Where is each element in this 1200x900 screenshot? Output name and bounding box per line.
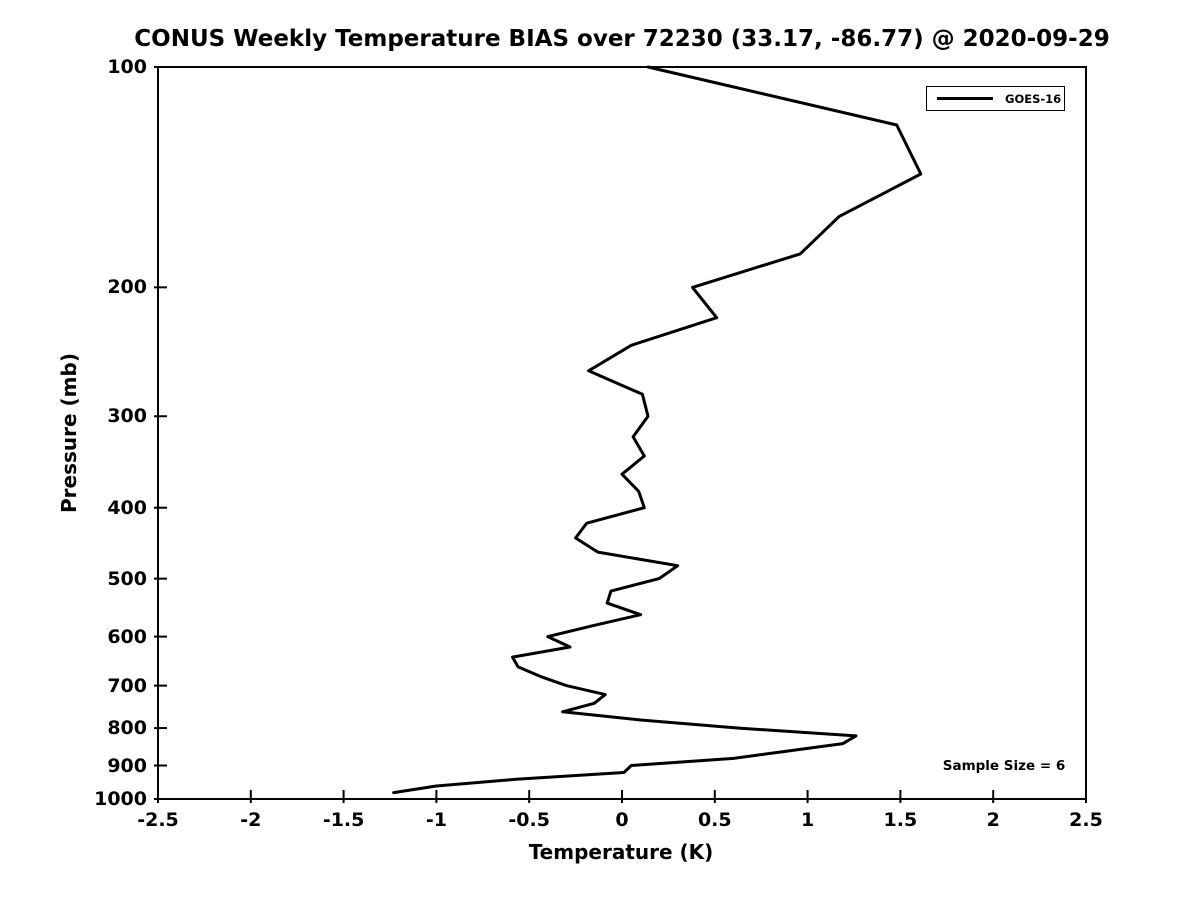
y-tick-label: 1000: [94, 788, 147, 810]
y-tick-label: 500: [107, 567, 147, 590]
sample-size-annotation: Sample Size = 6: [942, 758, 1066, 774]
x-tick-label: 2: [986, 809, 1000, 831]
goes16-bias-line: [392, 65, 923, 795]
y-tick-label: 300: [107, 405, 147, 428]
goes16-line-swatch: [937, 97, 993, 100]
chart-title: CONUS Weekly Temperature BIAS over 72230…: [134, 26, 1110, 52]
x-tick-label: -1: [425, 809, 447, 831]
axes-box: [157, 66, 1087, 800]
y-tick-label: 400: [107, 496, 147, 519]
y-tick-label: 200: [107, 276, 147, 299]
x-tick-label: -2.5: [137, 809, 179, 831]
x-tick-label: 1.5: [883, 809, 918, 831]
x-tick-label: 1: [800, 809, 815, 831]
y-tick-label: 700: [107, 674, 147, 697]
axis-ticks: [154, 66, 1087, 803]
legend-label-goes16: GOES-16: [1005, 91, 1062, 106]
y-tick-label: 100: [107, 56, 147, 78]
y-tick-label: 900: [107, 754, 147, 777]
y-tick-label: 600: [107, 625, 147, 648]
y-tick-label: 800: [107, 717, 147, 740]
x-tick-label: 2.5: [1069, 809, 1103, 831]
x-tick-label: -2: [240, 809, 262, 831]
x-tick-label: -0.5: [508, 809, 550, 831]
legend: GOES-16: [926, 86, 1065, 111]
x-axis-title: Temperature (K): [528, 840, 714, 864]
x-tick-label: -1.5: [322, 809, 365, 831]
x-tick-label: 0: [615, 809, 629, 831]
x-tick-label: 0.5: [697, 809, 732, 831]
